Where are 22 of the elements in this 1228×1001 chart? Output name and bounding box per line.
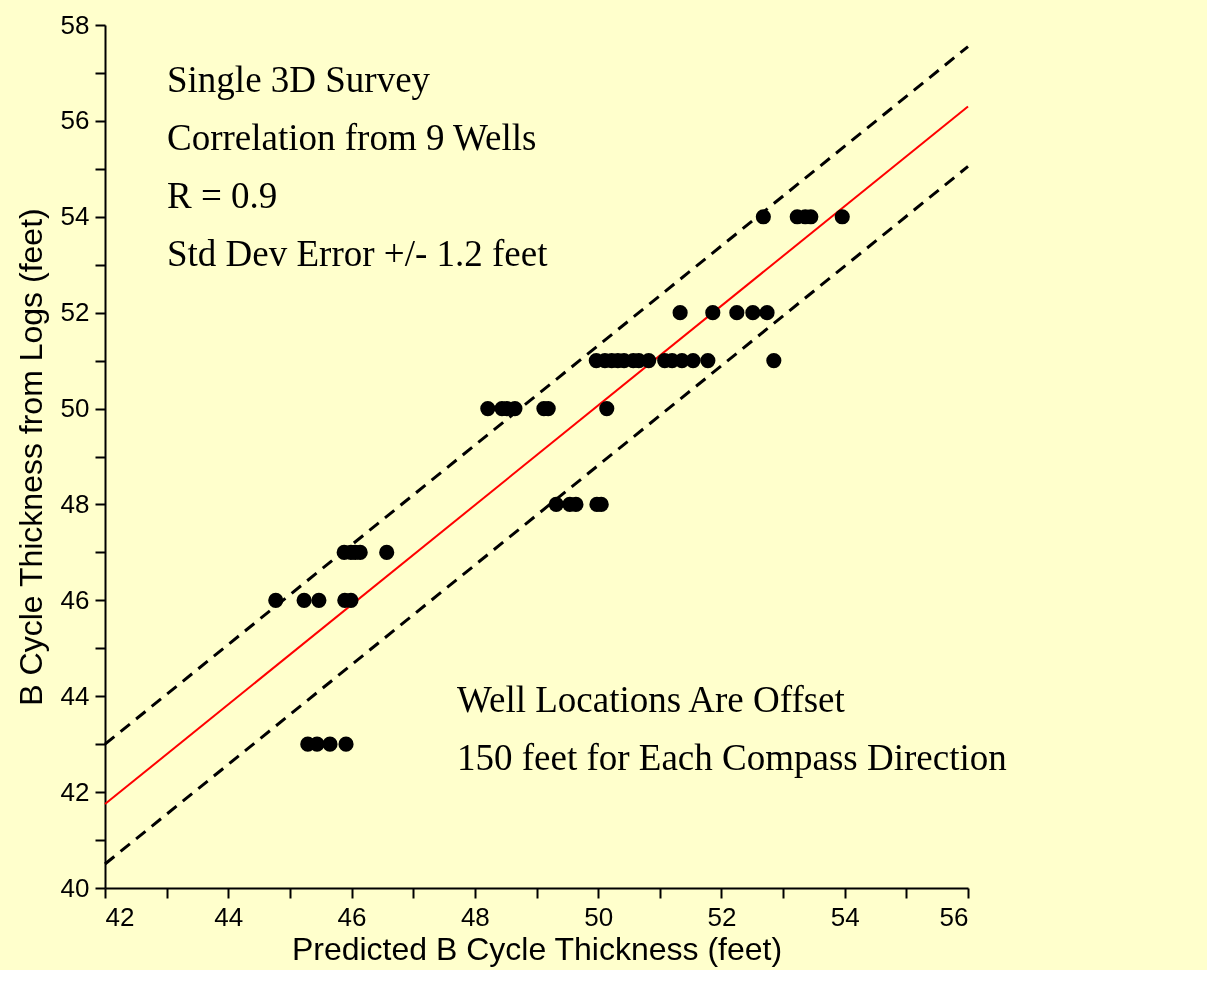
- x-tick-label: 42: [105, 901, 135, 932]
- y-tick-label: 50: [60, 393, 90, 424]
- x-axis-title: Predicted B Cycle Thickness (feet): [291, 930, 783, 967]
- y-tick-label: 56: [60, 105, 90, 136]
- x-tick-label: 52: [707, 901, 737, 932]
- x-tick-label: 56: [939, 901, 969, 932]
- y-tick-label: 46: [60, 584, 90, 615]
- annotation: Single 3D Survey Correlation from 9 Wells R = 0.9 Std Dev Error +/- 1.2 feet: [167, 59, 549, 274]
- y-tick-label: 58: [60, 9, 90, 40]
- y-tick-label: 54: [60, 201, 90, 232]
- y-tick-label: 40: [60, 872, 90, 903]
- x-tick-label: 46: [337, 901, 367, 932]
- x-tick-label: 54: [830, 901, 860, 932]
- y-tick-label: 44: [60, 680, 90, 711]
- y-tick-label: 52: [60, 297, 90, 328]
- x-tick-label: 44: [214, 901, 244, 932]
- x-tick-label: 50: [584, 901, 614, 932]
- y-tick-label: 48: [60, 488, 90, 519]
- y-axis-title: B Cycle Thickness from Logs (feet): [12, 208, 49, 706]
- annotation: Well Locations Are Offset 150 feet for Each Compass Direction: [457, 679, 1007, 778]
- x-tick-label: 48: [460, 901, 490, 932]
- y-tick-label: 42: [60, 776, 90, 807]
